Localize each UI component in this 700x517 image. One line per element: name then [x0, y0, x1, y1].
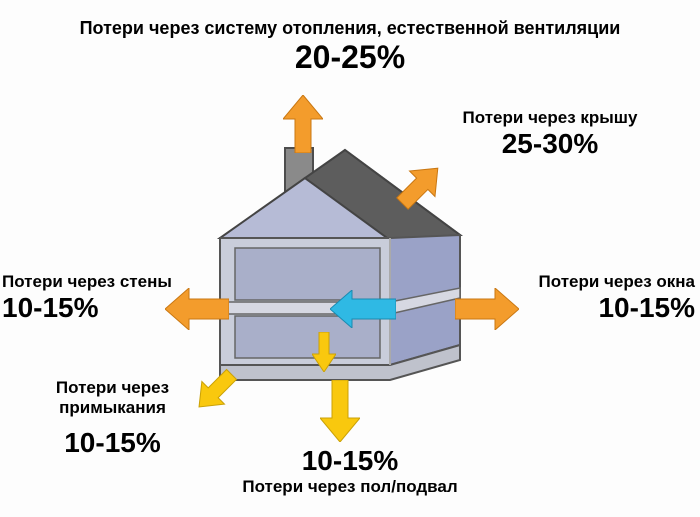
arrow-vent-up — [283, 95, 323, 153]
floor-value: 10-15% — [225, 445, 475, 477]
label-roof: Потери через крышу 25-30% — [420, 108, 680, 160]
label-joints: Потери через примыкания 10-15% — [30, 378, 195, 459]
joints-title-2: примыкания — [30, 398, 195, 418]
label-walls: Потери через стены 10-15% — [2, 272, 182, 324]
joints-title-1: Потери через — [30, 378, 195, 398]
windows-title: Потери через окна — [520, 272, 695, 292]
label-floor: 10-15% Потери через пол/подвал — [225, 445, 475, 497]
floor-title: Потери через пол/подвал — [225, 477, 475, 497]
ventilation-title: Потери через систему отопления, естестве… — [40, 18, 660, 39]
arrow-floor-inner — [312, 332, 336, 372]
walls-title: Потери через стены — [2, 272, 182, 292]
ventilation-value: 20-25% — [40, 39, 660, 76]
walls-value: 10-15% — [2, 292, 182, 324]
label-windows: Потери через окна 10-15% — [520, 272, 695, 324]
windows-value: 10-15% — [520, 292, 695, 324]
joints-value: 10-15% — [30, 427, 195, 459]
roof-value: 25-30% — [420, 128, 680, 160]
roof-title: Потери через крышу — [420, 108, 680, 128]
arrow-wall-right — [455, 288, 519, 330]
arrow-window-in — [330, 290, 396, 328]
label-ventilation: Потери через систему отопления, естестве… — [40, 18, 660, 75]
arrow-floor-down — [320, 380, 360, 442]
arrow-joint-down-left — [188, 362, 244, 418]
arrow-roof-out — [388, 158, 448, 218]
